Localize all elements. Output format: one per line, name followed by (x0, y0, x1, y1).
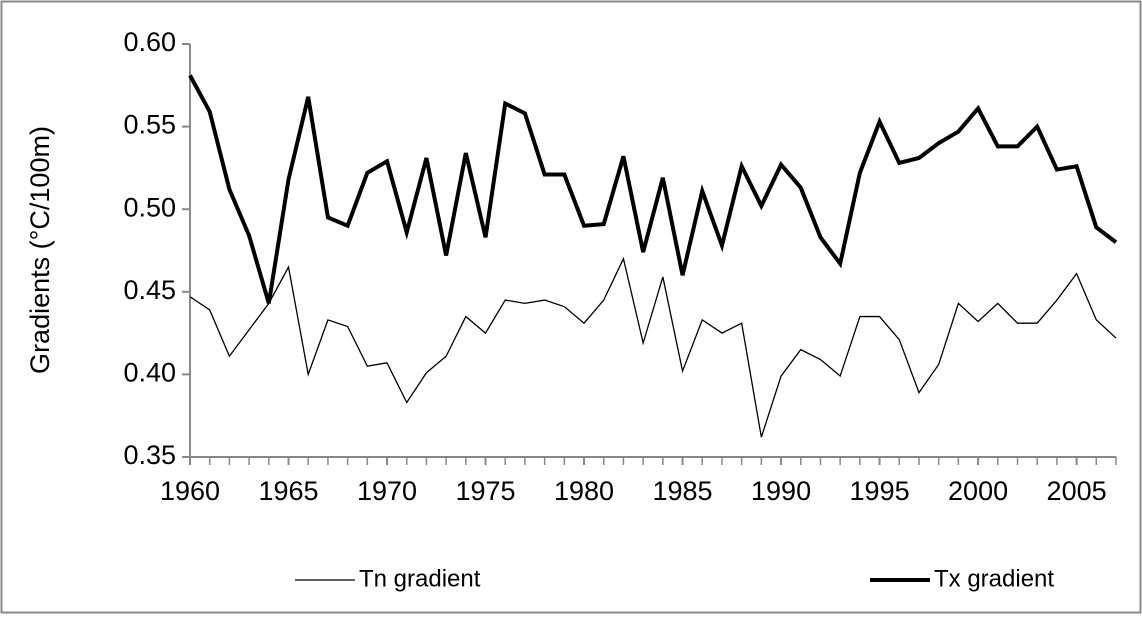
x-tick-label: 1960 (160, 476, 220, 506)
data-line (188, 74, 1118, 304)
x-tick-label: 1990 (751, 476, 811, 506)
y-tick-label: 0.60 (123, 27, 176, 57)
y-tick-label: 0.50 (123, 192, 176, 222)
legend-label: Tn gradient (359, 565, 481, 592)
x-tick-label: 2000 (948, 476, 1008, 506)
x-tick-label: 1985 (653, 476, 713, 506)
x-tick-label: 1980 (554, 476, 614, 506)
x-tick-label: 1970 (357, 476, 417, 506)
data-line (189, 256, 1117, 438)
x-tick-label: 2005 (1047, 476, 1107, 506)
y-tick-label: 0.40 (123, 358, 176, 388)
y-axis-label: Gradients (°C/100m) (25, 126, 55, 374)
y-tick-label: 0.35 (123, 440, 176, 470)
y-tick-label: 0.55 (123, 110, 176, 140)
x-tick-label: 1995 (850, 476, 910, 506)
x-tick-label: 1975 (455, 476, 515, 506)
y-tick-label: 0.45 (123, 275, 176, 305)
x-tick-label: 1965 (258, 476, 318, 506)
legend-label: Tx gradient (934, 565, 1054, 592)
